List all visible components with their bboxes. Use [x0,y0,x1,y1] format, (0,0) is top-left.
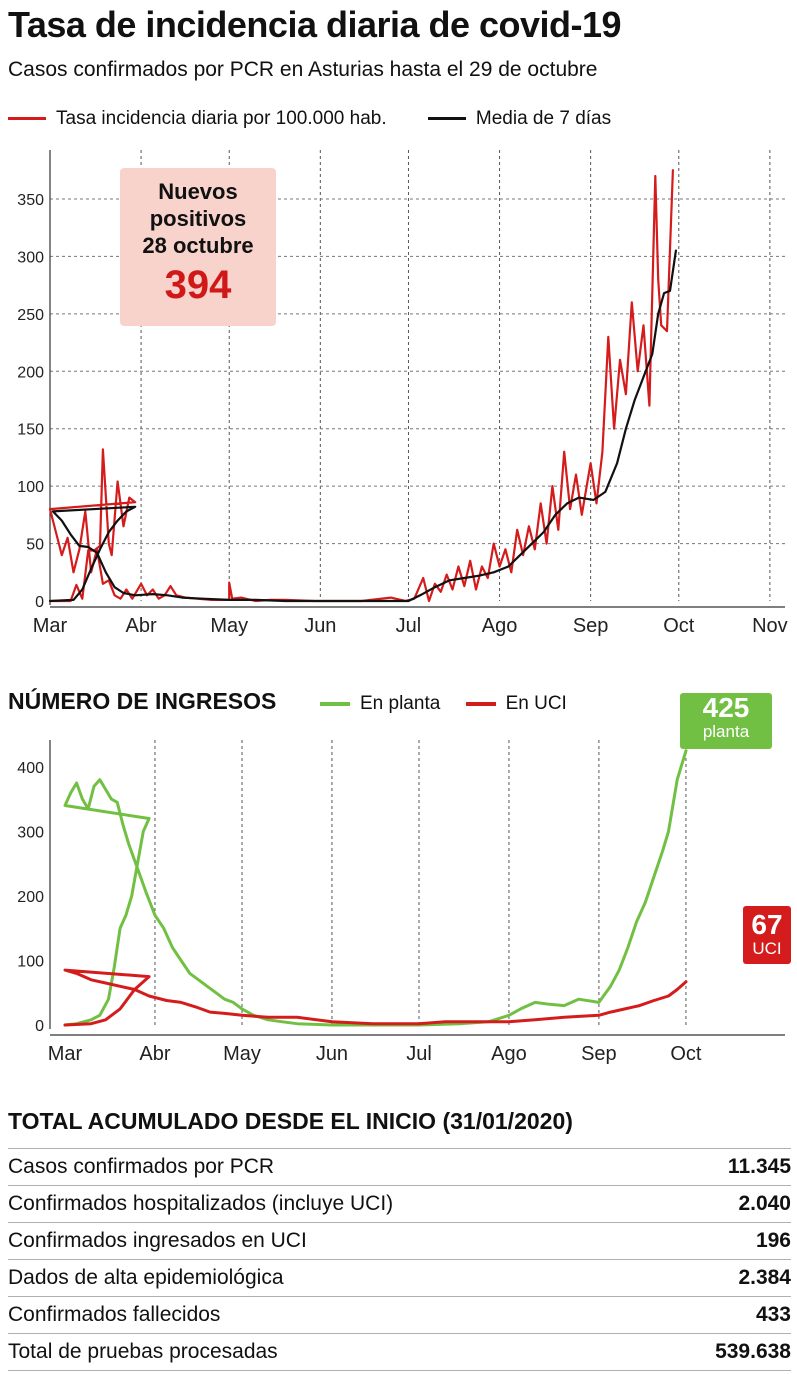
totals-value: 11.345 [727,1155,791,1178]
legend-item-uci: En UCI [465,693,567,715]
callout-line-3: 28 octubre [142,233,254,258]
page-subtitle: Casos confirmados por PCR en Asturias ha… [8,58,598,81]
planta-annotation-value: 425 [702,692,750,723]
totals-row: Dados de alta epidemiológica 2.384 [8,1260,791,1297]
uci-annotation: 67 UCI [743,906,791,964]
totals-title: TOTAL ACUMULADO DESDE EL INICIO (31/01/2… [8,1108,573,1134]
x-month-label: Jun [304,615,336,637]
totals-label: Total de pruebas procesadas [8,1340,278,1363]
y-tick-label: 150 [17,422,44,439]
chart1-legend: Tasa incidencia diaria por 100.000 hab. … [8,104,647,130]
totals-label: Confirmados hospitalizados (incluye UCI) [8,1192,394,1215]
y-tick-label: 0 [35,594,44,611]
series-line [48,249,677,603]
admissions-title: NÚMERO DE INGRESOS [8,688,277,714]
x-month-label: Abr [126,615,157,637]
y-tick-label: 100 [17,479,44,496]
legend-swatch-black [427,117,466,120]
y-tick-label: 400 [17,760,44,777]
x-month-label: Sep [581,1043,617,1065]
legend-label-daily: Tasa incidencia diaria por 100.000 hab. [56,107,387,129]
x-month-label: Jul [396,615,422,637]
totals-label: Confirmados ingresados en UCI [8,1229,307,1252]
totals-value: 539.638 [715,1340,791,1363]
legend-item-daily: Tasa incidencia diaria por 100.000 hab. [8,108,387,130]
y-tick-label: 200 [17,364,44,381]
x-month-label: Nov [752,615,788,637]
y-tick-label: 250 [17,307,44,324]
legend-item-planta: En planta [320,693,440,715]
legend-swatch-uci [465,702,496,706]
legend-label-planta: En planta [360,693,441,714]
totals-label: Dados de alta epidemiológica [8,1266,284,1289]
callout-line-1: Nuevos [158,179,238,204]
new-positives-callout: Nuevos positivos 28 octubre 394 [120,168,276,326]
x-month-label: Ago [482,615,518,637]
planta-annotation: 425 planta [680,693,772,749]
callout-line-2: positivos [149,206,247,231]
admissions-chart: 0 100 200 300 400 Mar Abr May Jun Jul Ago Sep Oct [17,740,785,1065]
totals-value: 2.384 [738,1266,791,1289]
page-title: Tasa de incidencia diaria de covid-19 [8,4,622,45]
x-month-label: Oct [670,1043,702,1065]
totals-label: Confirmados fallecidos [8,1303,221,1326]
callout-value: 394 [164,263,232,307]
series-line [63,749,688,1027]
x-month-label: Abr [139,1043,170,1065]
legend-label-avg: Media de 7 días [475,107,612,129]
legend-label-uci: En UCI [505,693,567,714]
y-tick-label: 50 [26,537,44,554]
x-month-label: May [223,1043,261,1065]
legend-item-avg: Media de 7 días [427,107,612,130]
x-month-label: Mar [33,615,68,637]
y-tick-label: 300 [17,824,44,841]
totals-value: 196 [755,1229,791,1252]
x-month-label: May [210,615,248,637]
totals-row: Casos confirmados por PCR 11.345 [8,1148,791,1186]
series-line [63,968,688,1027]
legend-swatch-green [320,702,350,706]
totals-value: 433 [755,1303,791,1326]
y-tick-label: 350 [17,192,44,209]
planta-annotation-label: planta [702,722,750,741]
y-tick-label: 0 [35,1018,44,1035]
uci-annotation-label: UCI [752,939,782,958]
y-tick-label: 300 [17,249,44,266]
x-month-label: Mar [48,1043,83,1065]
totals-table: Casos confirmados por PCR 11.345 Confirma… [8,1148,791,1371]
totals-row: Confirmados hospitalizados (incluye UCI)… [8,1186,791,1223]
totals-row: Confirmados ingresados en UCI 196 [8,1223,791,1260]
totals-value: 2.040 [738,1192,791,1215]
y-tick-label: 100 [17,953,44,970]
totals-row: Confirmados fallecidos 433 [8,1297,791,1334]
x-month-label: Jun [316,1043,348,1065]
legend-swatch-red [8,117,46,120]
y-tick-label: 200 [17,889,44,906]
x-month-label: Oct [663,615,695,637]
x-month-label: Sep [573,615,609,637]
totals-row: Total de pruebas procesadas 539.638 [8,1334,791,1371]
uci-annotation-value: 67 [751,909,783,940]
x-month-label: Jul [406,1043,432,1065]
chart2-legend: En planta En UCI [320,690,587,715]
totals-label: Casos confirmados por PCR [8,1155,275,1178]
x-month-label: Ago [491,1043,527,1065]
